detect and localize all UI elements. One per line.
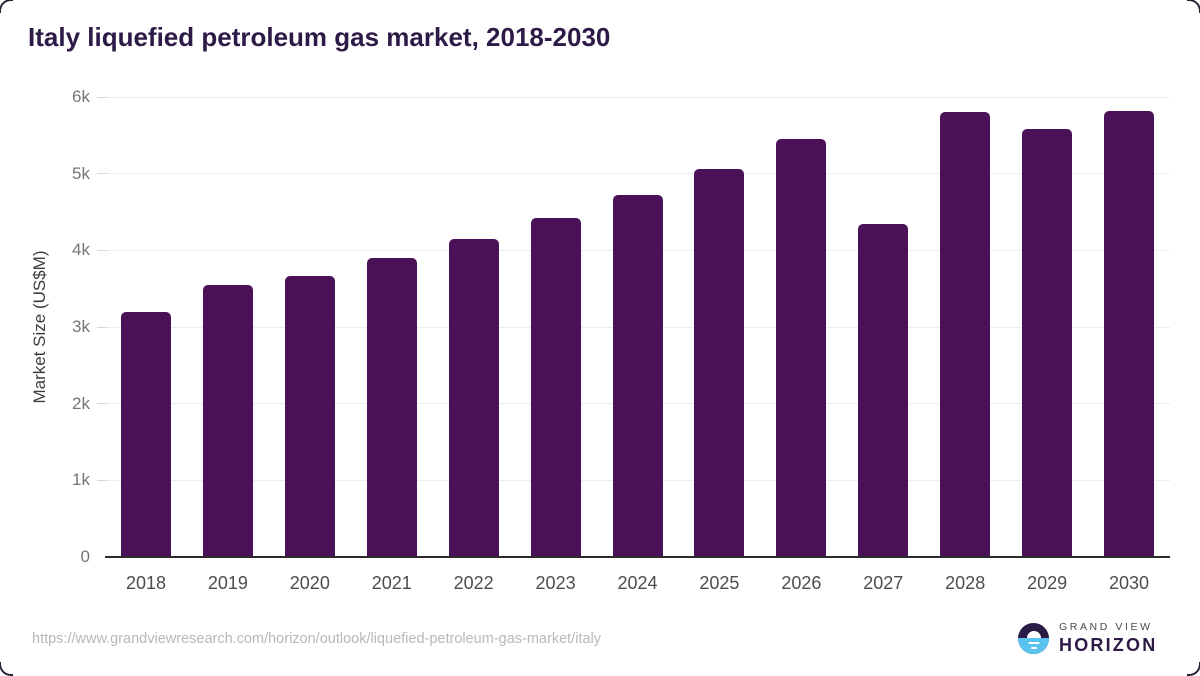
logo-reflection-bar (1030, 646, 1037, 649)
gridline-5k (105, 173, 1170, 175)
y-tick-label-3k: 3k (72, 317, 90, 336)
x-tick-label-2020: 2020 (289, 573, 330, 593)
x-tick-label-2019: 2019 (207, 573, 248, 593)
x-tick-label-2026: 2026 (781, 573, 822, 593)
gridline-6k (105, 96, 1170, 98)
x-tick-label-2018: 2018 (125, 573, 166, 593)
bar-2024[interactable] (612, 195, 663, 557)
bar-2029[interactable] (1022, 129, 1073, 557)
bar-2021[interactable] (366, 258, 417, 557)
x-tick-label-2022: 2022 (453, 573, 494, 593)
source-url: https://www.grandviewresearch.com/horizo… (32, 631, 601, 647)
bar-2027[interactable] (858, 224, 909, 557)
y-tick-label-6k: 6k (72, 87, 90, 106)
y-tick-mark (97, 326, 106, 328)
x-axis-line (105, 556, 1170, 558)
y-tick-label-2k: 2k (72, 393, 90, 413)
bar-2025[interactable] (694, 169, 745, 557)
x-tick-label-2024: 2024 (617, 573, 658, 593)
logo-sun-shape (1026, 631, 1041, 638)
y-tick-label-1k: 1k (72, 470, 90, 490)
bar-2026[interactable] (776, 139, 827, 557)
logo-horizon-label: HORIZON (1059, 634, 1158, 655)
bar-2020[interactable] (284, 276, 335, 557)
y-tick-label-0: 0 (80, 547, 90, 566)
bar-2023[interactable] (530, 218, 581, 557)
logo-text: GRAND VIEW HORIZON (1059, 622, 1157, 654)
chart-title: Italy liquefied petroleum gas market, 20… (28, 22, 611, 52)
x-tick-label-2027: 2027 (863, 573, 904, 593)
x-tick-label-2030: 2030 (1109, 573, 1150, 593)
y-tick-mark (97, 403, 106, 405)
bar-2019[interactable] (202, 284, 253, 557)
x-tick-label-2025: 2025 (699, 573, 740, 593)
y-tick-mark (97, 479, 106, 481)
x-tick-label-2029: 2029 (1027, 573, 1068, 593)
horizon-sunrise-icon (1018, 622, 1049, 654)
logo-grand-view-label: GRAND VIEW (1059, 621, 1153, 634)
y-tick-mark (97, 96, 106, 98)
y-tick-label-4k: 4k (72, 240, 90, 260)
bar-2018[interactable] (120, 311, 171, 557)
y-tick-label-5k: 5k (72, 163, 90, 183)
x-tick-label-2028: 2028 (945, 573, 986, 593)
y-tick-mark (97, 249, 106, 251)
logo-sea-half (1018, 638, 1049, 654)
bar-2022[interactable] (448, 238, 499, 557)
x-tick-label-2023: 2023 (535, 573, 576, 593)
bar-2028[interactable] (940, 112, 991, 557)
x-tick-label-2021: 2021 (371, 573, 412, 593)
y-tick-mark (97, 173, 106, 175)
logo-reflection-bar (1028, 641, 1039, 644)
grand-view-horizon-logo: GRAND VIEW HORIZON (1018, 621, 1157, 655)
bar-2030[interactable] (1104, 110, 1155, 557)
